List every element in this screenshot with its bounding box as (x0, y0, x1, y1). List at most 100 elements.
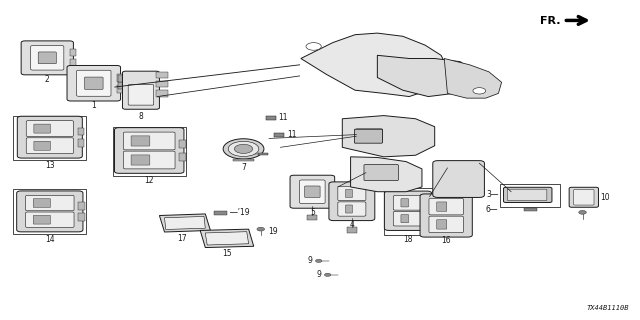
FancyBboxPatch shape (33, 199, 51, 207)
Bar (179, 153, 186, 161)
FancyBboxPatch shape (346, 189, 353, 197)
Polygon shape (164, 216, 205, 229)
FancyBboxPatch shape (17, 116, 83, 158)
FancyBboxPatch shape (26, 196, 74, 211)
Circle shape (473, 88, 486, 94)
FancyBboxPatch shape (128, 85, 154, 105)
Polygon shape (444, 59, 502, 98)
Circle shape (324, 273, 331, 276)
Bar (118, 75, 125, 82)
FancyBboxPatch shape (131, 136, 150, 146)
FancyBboxPatch shape (17, 191, 83, 232)
FancyBboxPatch shape (346, 205, 353, 213)
Text: 15: 15 (222, 249, 232, 258)
Bar (78, 128, 84, 135)
Circle shape (228, 141, 259, 156)
FancyBboxPatch shape (429, 216, 463, 233)
Polygon shape (378, 55, 476, 97)
Bar (347, 227, 357, 233)
Text: 9: 9 (316, 270, 321, 279)
Bar (266, 116, 276, 120)
FancyBboxPatch shape (124, 132, 175, 150)
FancyBboxPatch shape (420, 194, 472, 237)
Polygon shape (205, 232, 248, 245)
Circle shape (223, 139, 264, 159)
Text: 7: 7 (241, 163, 246, 172)
Bar (384, 188, 461, 235)
FancyBboxPatch shape (77, 70, 111, 96)
FancyBboxPatch shape (33, 215, 51, 224)
Bar (116, 74, 123, 82)
FancyBboxPatch shape (573, 189, 594, 205)
Bar (118, 82, 125, 89)
FancyBboxPatch shape (26, 121, 74, 137)
Circle shape (306, 43, 321, 50)
FancyBboxPatch shape (26, 138, 74, 154)
Bar (307, 215, 317, 220)
FancyBboxPatch shape (67, 66, 120, 101)
FancyBboxPatch shape (436, 202, 447, 211)
FancyBboxPatch shape (131, 155, 150, 165)
Circle shape (316, 259, 322, 262)
FancyBboxPatch shape (305, 186, 320, 197)
Polygon shape (301, 33, 447, 97)
FancyBboxPatch shape (329, 182, 375, 220)
Bar (179, 140, 186, 148)
Text: TX44B1110B: TX44B1110B (586, 305, 629, 311)
Polygon shape (351, 157, 422, 192)
Bar (78, 139, 84, 147)
Bar (331, 183, 337, 190)
FancyBboxPatch shape (433, 161, 484, 197)
Bar (113, 127, 186, 176)
FancyBboxPatch shape (290, 175, 335, 208)
Text: 3—: 3— (486, 190, 499, 199)
FancyBboxPatch shape (385, 191, 431, 230)
FancyBboxPatch shape (356, 129, 383, 142)
Text: 5: 5 (310, 208, 315, 217)
FancyBboxPatch shape (401, 199, 408, 207)
FancyBboxPatch shape (34, 124, 51, 133)
FancyBboxPatch shape (436, 220, 447, 229)
Text: 11: 11 (287, 131, 296, 140)
Text: 8: 8 (139, 112, 143, 121)
FancyBboxPatch shape (338, 202, 366, 216)
FancyBboxPatch shape (26, 212, 74, 228)
Bar (156, 90, 168, 97)
Bar (214, 212, 227, 215)
Text: 9: 9 (307, 256, 312, 265)
Bar (70, 49, 76, 56)
Text: ―’19: ―’19 (230, 208, 249, 218)
Bar (13, 116, 86, 160)
Bar (331, 193, 337, 200)
Bar (500, 184, 560, 207)
Polygon shape (159, 214, 211, 232)
Text: 18: 18 (403, 235, 413, 244)
Polygon shape (342, 116, 435, 157)
FancyBboxPatch shape (38, 52, 56, 64)
Text: 14: 14 (45, 235, 54, 244)
Text: FR.: FR. (540, 16, 561, 26)
Circle shape (234, 144, 253, 154)
FancyBboxPatch shape (122, 71, 159, 109)
Text: 1: 1 (92, 101, 96, 110)
Text: 19: 19 (268, 227, 277, 236)
Bar (156, 81, 168, 87)
FancyBboxPatch shape (569, 187, 598, 207)
Circle shape (257, 227, 264, 231)
FancyBboxPatch shape (429, 198, 463, 215)
FancyBboxPatch shape (115, 128, 184, 173)
FancyBboxPatch shape (300, 180, 325, 204)
FancyBboxPatch shape (355, 129, 383, 143)
Bar (524, 208, 537, 211)
Text: 17: 17 (177, 234, 187, 243)
Bar (116, 85, 123, 93)
FancyBboxPatch shape (84, 77, 103, 89)
FancyBboxPatch shape (364, 164, 398, 180)
FancyBboxPatch shape (394, 212, 422, 226)
Bar (274, 133, 284, 137)
Bar (79, 202, 85, 210)
FancyBboxPatch shape (124, 151, 175, 169)
Text: 6—: 6— (486, 205, 499, 214)
FancyBboxPatch shape (21, 41, 74, 75)
FancyBboxPatch shape (31, 46, 64, 70)
